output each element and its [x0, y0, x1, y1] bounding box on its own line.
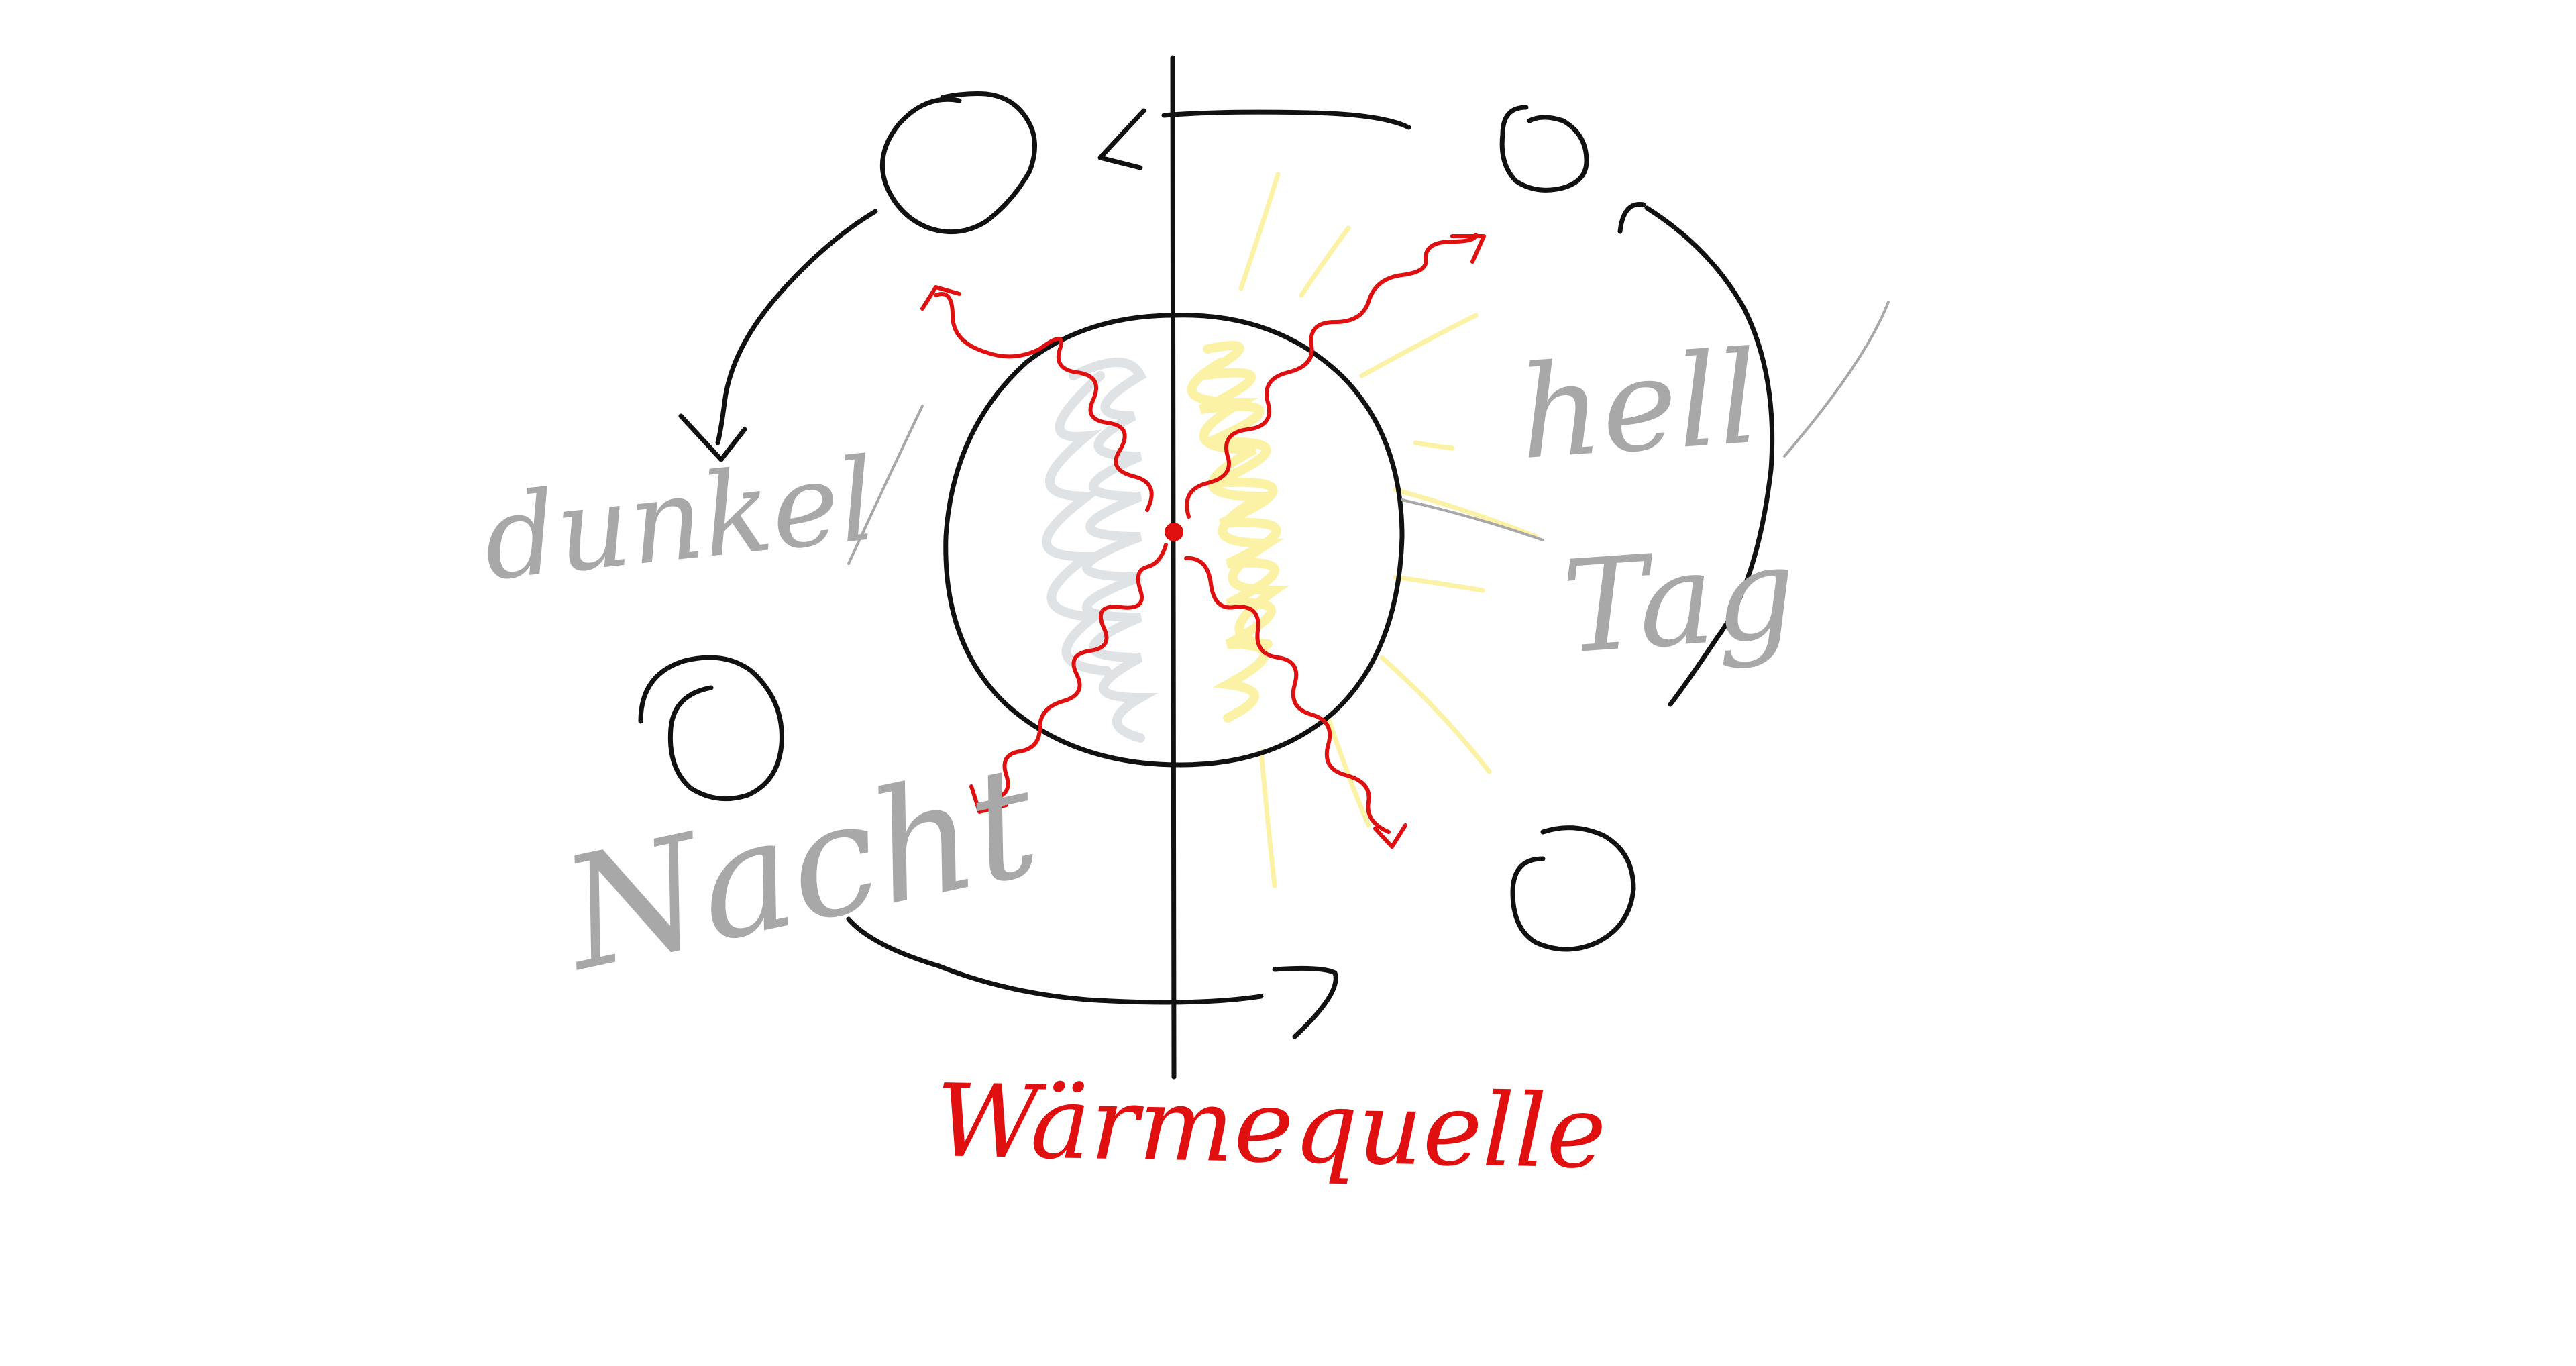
position-circle-top-right: [1499, 105, 1589, 193]
sun-ray: [1393, 574, 1485, 593]
arrowhead: [1373, 823, 1407, 849]
terminator-line: [1170, 55, 1177, 1080]
sun-ray: [1238, 172, 1281, 291]
position-circle-top-left: [879, 91, 1037, 235]
label-hell: hell: [1514, 323, 1764, 488]
heat-wave-upper-right: [1185, 233, 1478, 519]
sun-ray: [1379, 655, 1492, 774]
sun-ray: [1359, 313, 1479, 378]
arrowhead: [1097, 108, 1146, 170]
heat-wave-lower-left: [991, 543, 1168, 800]
arrowhead: [1617, 202, 1646, 234]
label-strokes: [847, 301, 1890, 565]
day-shading: [1187, 341, 1290, 723]
night-shading: [1042, 358, 1159, 743]
heat-source-dot: [1165, 523, 1183, 541]
label-tag: Tag: [1558, 518, 1801, 682]
sunlight-rays: [1238, 172, 1539, 888]
orbit-arrow-right: [1644, 205, 1775, 707]
heat-waves: [920, 233, 1486, 849]
sun-ray: [1393, 487, 1539, 539]
orbit-arrow-left: [715, 209, 878, 445]
arrowhead: [1450, 234, 1486, 264]
heat-wave-lower-right: [1184, 556, 1391, 834]
orbit-positions: [638, 91, 1636, 952]
earth-circle: [943, 313, 1405, 768]
arrowhead: [969, 784, 1008, 814]
sun-ray: [1258, 749, 1277, 888]
orbit-arrow-bottom: [846, 916, 1264, 1005]
sun-ray: [1413, 440, 1455, 451]
position-circle-bottom-right: [1510, 825, 1636, 952]
sun-ray: [1299, 225, 1351, 298]
position-circle-bottom-left: [638, 655, 784, 802]
orbit-arrow-top: [1161, 109, 1411, 130]
label-heat-source: Wärmequelle: [934, 1063, 1607, 1192]
orbit-arrows: [678, 108, 1775, 1039]
arrowhead: [678, 413, 747, 462]
arrowhead: [920, 285, 961, 311]
arrowhead: [1272, 965, 1338, 1039]
heat-wave-upper-left: [934, 292, 1154, 512]
